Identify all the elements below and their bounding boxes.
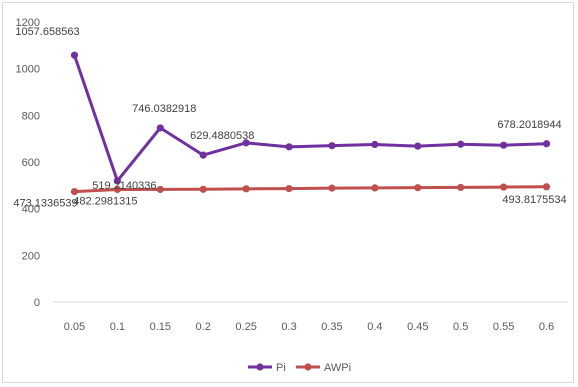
y-tick-label: 400: [22, 204, 40, 216]
data-point-awpi: [500, 183, 508, 191]
series-line-awpi: [72, 185, 549, 194]
y-tick-label: 800: [22, 110, 40, 122]
data-point-pi: [457, 140, 465, 148]
y-tick-label: 200: [22, 250, 40, 262]
x-tick-label: 0.1: [110, 321, 125, 333]
x-tick-label: 0.35: [321, 321, 342, 333]
data-point-awpi: [542, 183, 551, 191]
data-point-pi: [371, 140, 379, 149]
line-chart: 0 200 400 600 800 1000 1200 0.05 0.1 0.15 0.2 0.25 0…: [13, 17, 568, 374]
series-lines: [70, 51, 551, 196]
data-labels: 1057.658563 519.2140336 746.0382918 629.488…: [13, 26, 566, 209]
data-point-awpi: [113, 185, 121, 194]
data-label: 746.0382918: [132, 103, 196, 115]
data-point-awpi: [70, 188, 79, 196]
data-point-pi: [113, 177, 121, 185]
chart-area: 0 200 400 600 800 1000 1200 0.05 0.1 0.15 0.2 0.25 0…: [2, 2, 574, 383]
data-label: 473.1336539: [13, 198, 77, 210]
legend-label-pi: Pi: [276, 362, 286, 374]
x-tick-label: 0.3: [281, 321, 296, 333]
data-point-pi: [414, 142, 422, 150]
data-point-pi: [285, 143, 293, 151]
data-label: 482.2981315: [73, 195, 137, 207]
data-point-awpi: [414, 184, 422, 192]
x-tick-label: 0.2: [196, 321, 211, 333]
data-point-pi: [500, 141, 508, 149]
x-tick-label: 0.15: [150, 321, 171, 333]
y-tick-label: 0: [34, 297, 40, 309]
legend-marker-awpi: [304, 363, 312, 371]
data-point-pi: [156, 124, 164, 132]
axes: 0 200 400 600 800 1000 1200 0.05 0.1 0.15 0.2 0.25 0…: [16, 17, 568, 333]
legend: Pi AWPi: [248, 362, 351, 374]
legend-marker-pi: [256, 363, 264, 371]
data-point-awpi: [156, 185, 164, 194]
data-point-awpi: [457, 183, 465, 192]
data-point-pi: [328, 142, 336, 150]
y-tick-label: 600: [22, 157, 40, 169]
data-label: 629.4880538: [190, 130, 254, 142]
data-point-pi: [199, 151, 207, 159]
data-label: 678.2018944: [497, 119, 561, 131]
data-point-awpi: [242, 185, 250, 193]
data-point-awpi: [328, 184, 336, 192]
legend-label-awpi: AWPi: [324, 362, 351, 374]
y-tick-label: 1200: [16, 17, 40, 29]
data-point-awpi: [199, 185, 207, 193]
data-point-pi: [242, 139, 250, 147]
series-line-pi: [72, 53, 549, 183]
y-tick-label: 1000: [16, 64, 40, 76]
x-tick-label: 0.5: [453, 321, 468, 333]
data-point-pi: [70, 51, 79, 59]
data-point-pi: [542, 140, 551, 148]
data-label: 519.2140336: [92, 180, 156, 192]
data-label: 1057.658563: [15, 26, 79, 38]
x-tick-label: 0.55: [493, 321, 514, 333]
x-tick-label: 0.25: [235, 321, 256, 333]
x-tick-label: 0.45: [407, 321, 428, 333]
x-tick-label: 0.6: [539, 321, 554, 333]
x-tick-label: 0.4: [367, 321, 382, 333]
x-tick-label: 0.05: [64, 321, 85, 333]
data-point-awpi: [371, 184, 379, 192]
data-point-awpi: [285, 185, 293, 193]
data-label: 493.8175534: [502, 194, 566, 206]
